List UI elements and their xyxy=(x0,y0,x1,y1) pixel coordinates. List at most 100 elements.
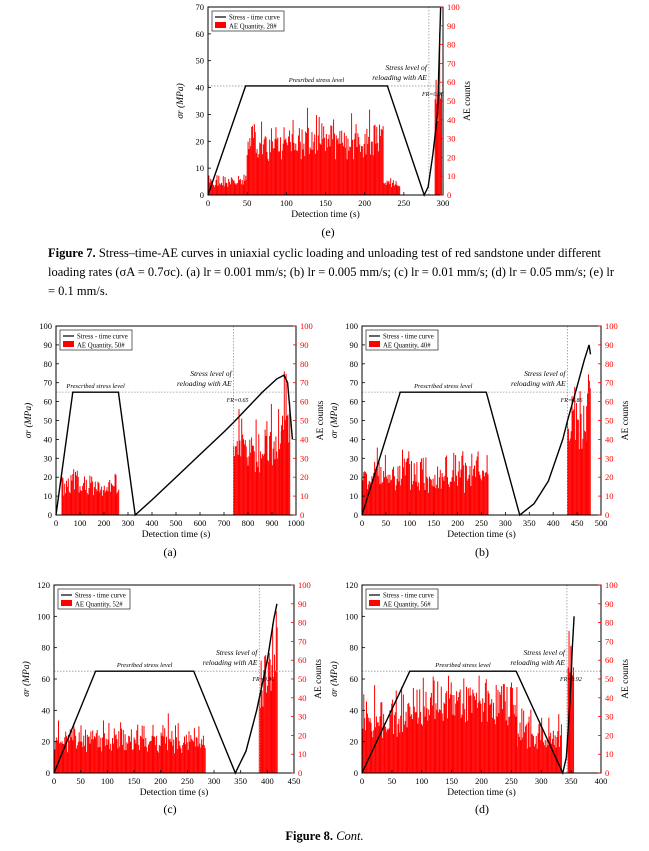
x-tick-label: 500 xyxy=(595,518,608,528)
x-tick-label: 300 xyxy=(499,518,512,528)
y-tick-label: 60 xyxy=(42,674,51,684)
x-axis-label: Detection time (s) xyxy=(140,787,209,798)
x-tick-label: 400 xyxy=(146,518,159,528)
figure-7-label: Figure 7. xyxy=(48,246,96,260)
figure-8-caption: Figure 8. Cont. xyxy=(0,827,649,846)
y2-tick-label: 10 xyxy=(300,491,309,501)
legend: Stress - time curve AE Quantity, 56# xyxy=(365,588,439,610)
x-tick-label: 250 xyxy=(181,776,194,786)
legend-ae-label: AE Quantity, 28# xyxy=(229,24,277,31)
legend-stress-label: Stress - time curve xyxy=(229,15,280,22)
x-axis-label: Detection time (s) xyxy=(447,529,516,540)
y2-tick-label: 40 xyxy=(447,115,456,125)
y2-tick-label: 0 xyxy=(298,768,302,778)
annotation-prescribed: Presribed stress level xyxy=(434,662,491,669)
y-tick-label: 0 xyxy=(48,510,52,520)
figure-8-label: Figure 8. xyxy=(285,829,334,843)
y-tick-label: 70 xyxy=(196,2,205,12)
legend-ae-label: AE Quantity, 50# xyxy=(77,343,125,350)
annotation-reload-1: Stress level of xyxy=(524,648,566,657)
panel-label: (c) xyxy=(163,802,176,816)
y-tick-label: 50 xyxy=(350,416,359,426)
y2-tick-label: 30 xyxy=(605,712,614,722)
annotation-reload-1: Stress level of xyxy=(524,369,566,378)
y2-tick-label: 70 xyxy=(605,636,614,646)
x-tick-label: 400 xyxy=(547,518,560,528)
annotation-reload-2: reloading with AE xyxy=(511,379,566,388)
y2-tick-label: 40 xyxy=(298,693,307,703)
y-tick-label: 80 xyxy=(350,359,359,369)
x-tick-label: 250 xyxy=(505,776,518,786)
y2-tick-label: 60 xyxy=(300,397,309,407)
x-axis-label: Detection time (s) xyxy=(142,529,211,540)
figure-8-text: Cont. xyxy=(336,829,364,843)
y2-tick-label: 70 xyxy=(605,378,614,388)
legend-ae-swatch xyxy=(369,341,380,347)
figure-7-text: Stress–time-AE curves in uniaxial cyclic… xyxy=(48,246,614,298)
y-tick-label: 40 xyxy=(42,705,51,715)
annotation-prescribed: Presribed stress level xyxy=(116,662,173,669)
y2-tick-label: 50 xyxy=(300,416,309,426)
y2-tick-label: 70 xyxy=(447,58,456,68)
y2-axis-label: AE counts xyxy=(314,659,324,699)
legend-box xyxy=(365,588,439,610)
x-tick-label: 350 xyxy=(234,776,247,786)
annotation-reload-1: Stress level of xyxy=(216,648,258,657)
legend-box xyxy=(211,10,285,32)
x-tick-label: 0 xyxy=(360,518,364,528)
y2-tick-label: 40 xyxy=(300,434,309,444)
legend: Stress - time curve AE Quantity, 28# xyxy=(211,10,285,32)
annotation-reload-2: reloading with AE xyxy=(203,658,258,667)
y2-tick-label: 40 xyxy=(605,434,614,444)
y-tick-label: 20 xyxy=(42,737,51,747)
y2-tick-label: 90 xyxy=(447,21,456,31)
y-axis-label: σr (MPa) xyxy=(23,403,34,439)
y-axis-label: σr (MPa) xyxy=(329,661,340,697)
y2-tick-label: 20 xyxy=(300,472,309,482)
y-tick-label: 0 xyxy=(354,768,358,778)
x-tick-label: 400 xyxy=(595,776,608,786)
x-tick-label: 250 xyxy=(397,198,410,208)
y-tick-label: 90 xyxy=(350,340,359,350)
x-tick-label: 150 xyxy=(445,776,458,786)
y2-tick-label: 20 xyxy=(298,730,307,740)
y-tick-label: 30 xyxy=(44,453,53,463)
y2-tick-label: 90 xyxy=(300,340,309,350)
y2-axis-label: AE counts xyxy=(621,400,631,440)
x-tick-label: 50 xyxy=(382,518,391,528)
x-tick-label: 250 xyxy=(475,518,488,528)
y-tick-label: 90 xyxy=(44,340,53,350)
y-tick-label: 20 xyxy=(196,136,205,146)
y-axis-label: σr (MPa) xyxy=(21,661,32,697)
x-tick-label: 50 xyxy=(388,776,397,786)
y-tick-label: 80 xyxy=(42,643,51,653)
panel-label: (a) xyxy=(163,545,176,559)
y-tick-label: 20 xyxy=(350,472,359,482)
y-tick-label: 20 xyxy=(350,737,359,747)
legend-ae-swatch xyxy=(63,341,74,347)
y-axis-label: σr (MPa) xyxy=(329,403,340,439)
annotation-prescribed: Presribed stress level xyxy=(288,77,345,84)
x-tick-label: 450 xyxy=(288,776,301,786)
y-axis-label: σr (MPa) xyxy=(175,83,186,119)
chart-panel-e: 0 50 100 150 200 250 3000102030405060700102030… xyxy=(175,2,473,239)
y2-tick-label: 80 xyxy=(298,618,307,628)
legend-stress-label: Stress - time curve xyxy=(383,334,434,341)
y-tick-label: 30 xyxy=(350,453,359,463)
legend-ae-swatch xyxy=(369,600,380,606)
y2-tick-label: 90 xyxy=(605,340,614,350)
x-axis-label: Detection time (s) xyxy=(291,209,360,220)
y-tick-label: 100 xyxy=(345,321,358,331)
chart-panel-a: 0 100 200 300 400 500 600 700 800 900 100001020304… xyxy=(23,321,326,559)
stress-time-curve xyxy=(207,6,442,197)
x-tick-label: 200 xyxy=(475,776,488,786)
chart-panel-c: 0 50 100 150 200 250 300 350 400 4500204060801001… xyxy=(21,580,324,816)
ae-bars xyxy=(61,371,291,515)
y2-tick-label: 0 xyxy=(447,190,451,200)
y2-axis-label: AE counts xyxy=(316,400,326,440)
x-tick-label: 400 xyxy=(261,776,274,786)
annotation-reload-2: reloading with AE xyxy=(372,73,427,82)
stress-time-curve xyxy=(361,616,575,776)
y2-tick-label: 30 xyxy=(298,712,307,722)
legend-ae-swatch xyxy=(61,600,72,606)
